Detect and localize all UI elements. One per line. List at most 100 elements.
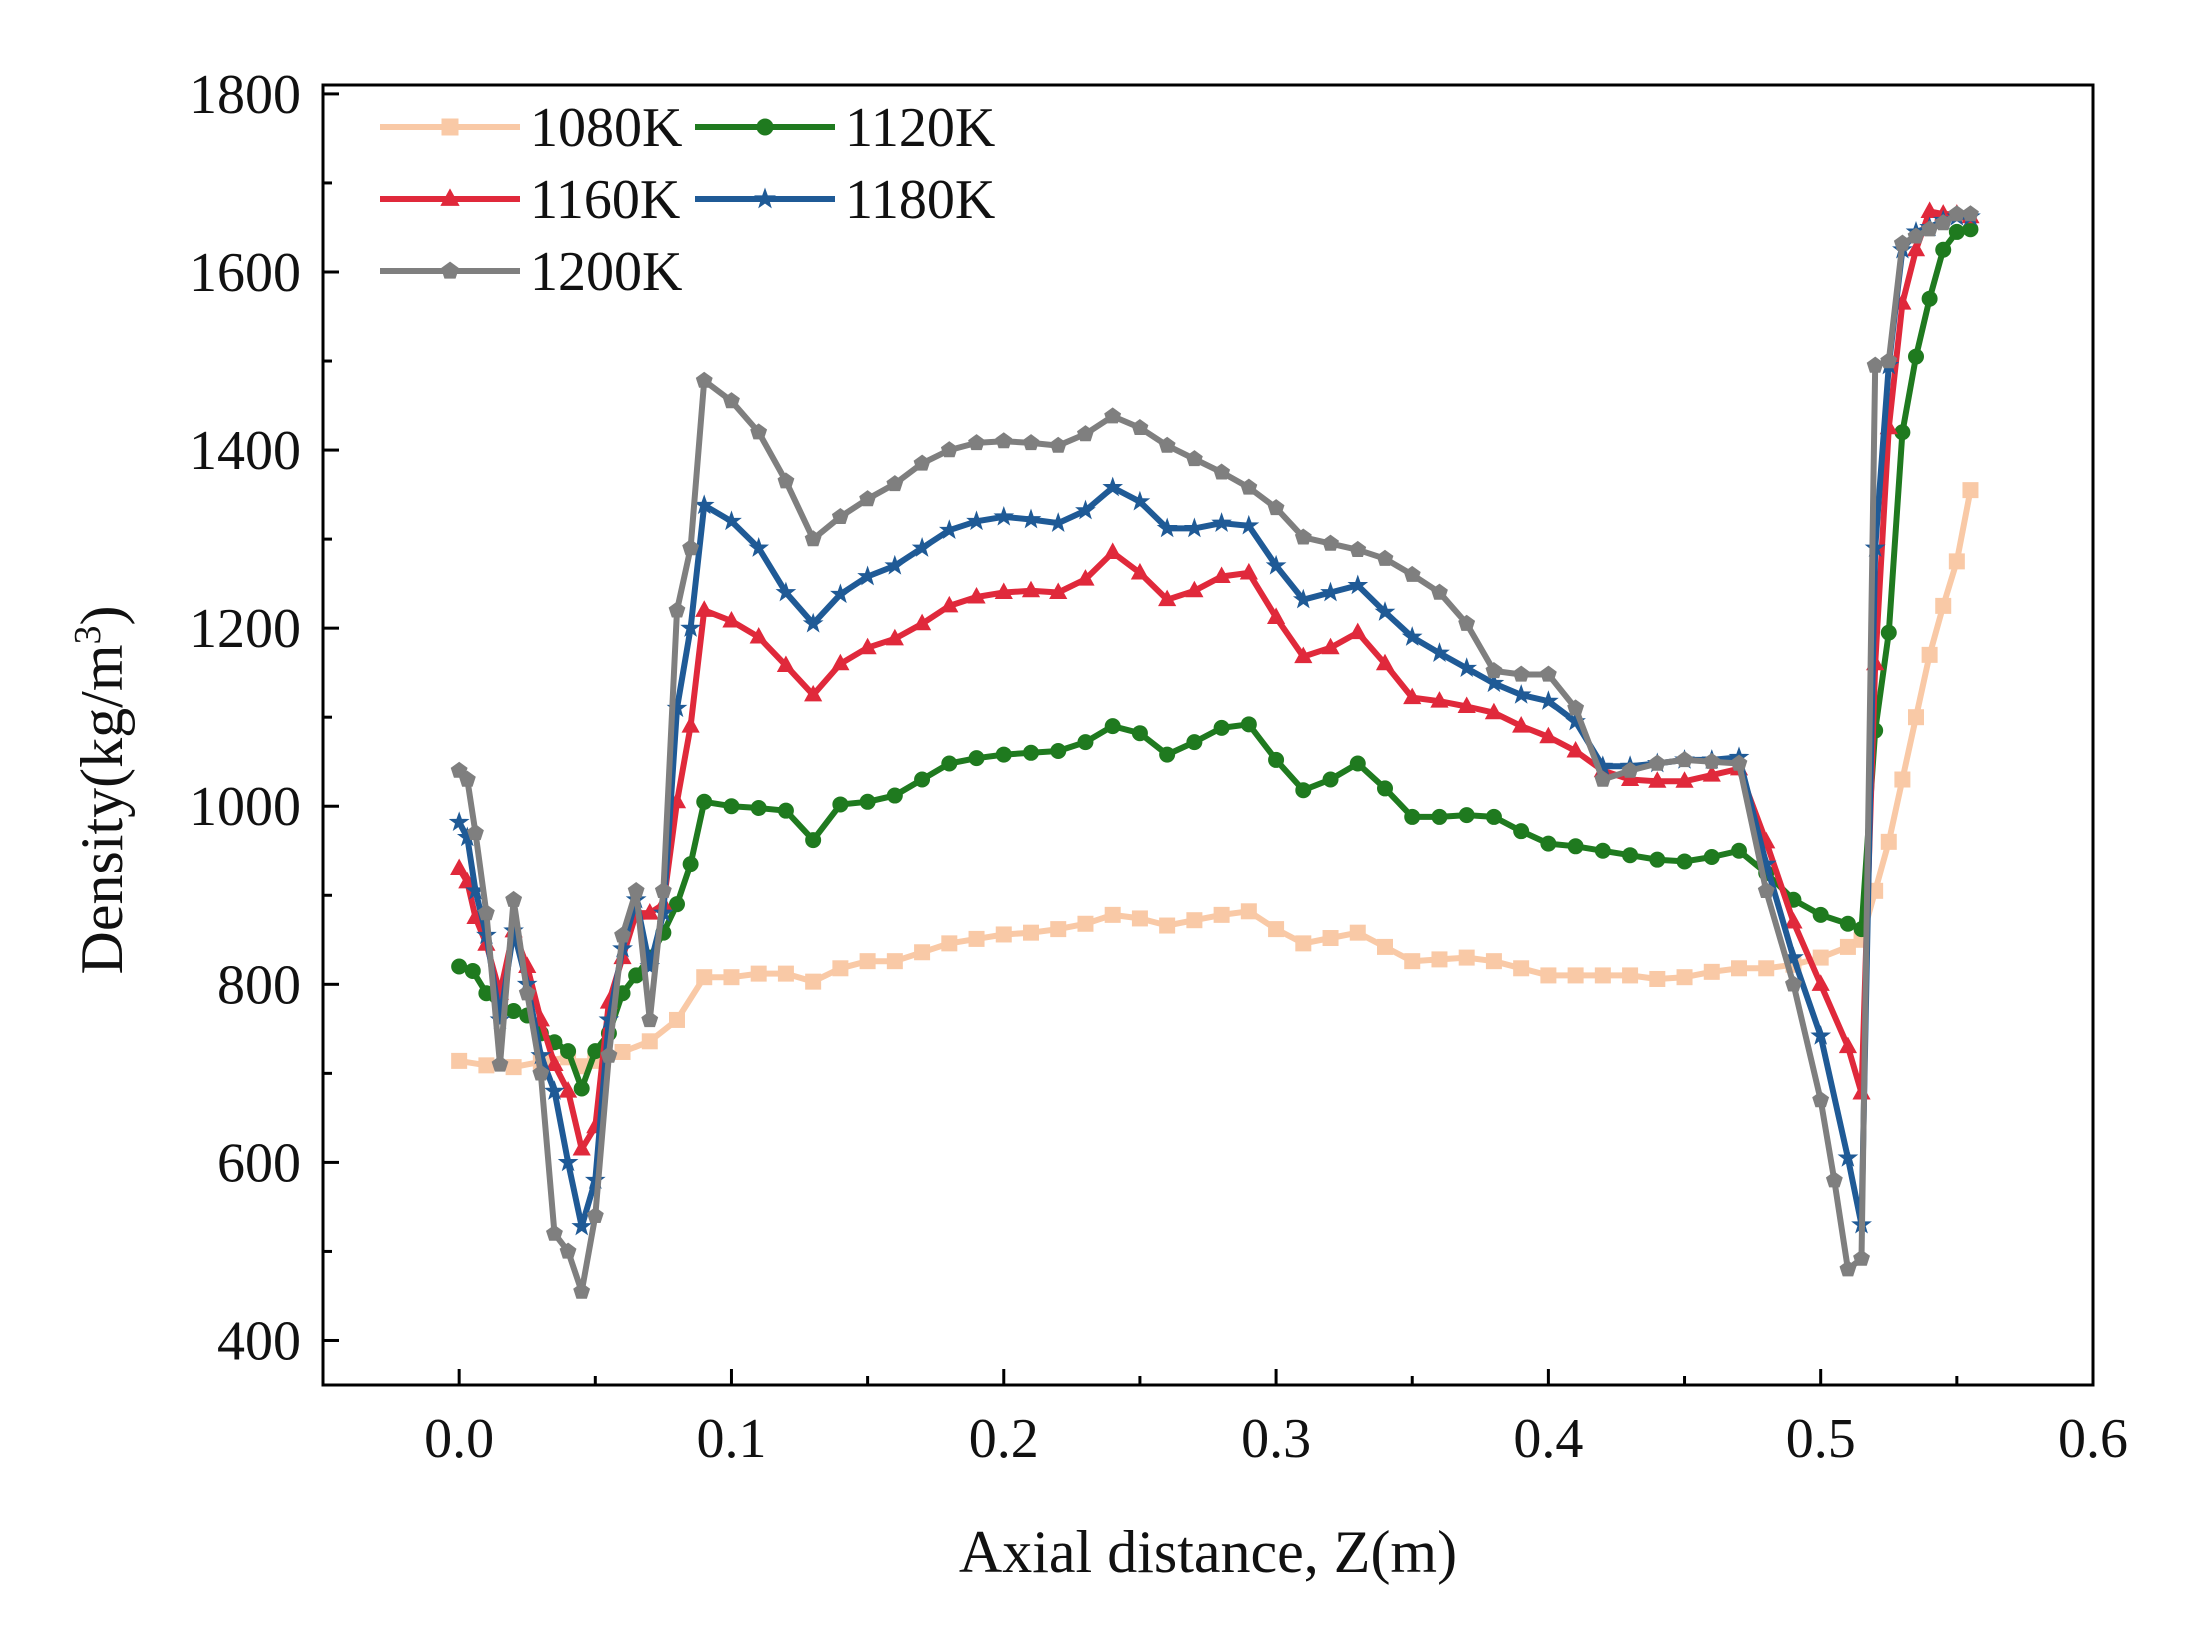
data-point-1180k [966, 510, 987, 531]
data-point-1120k [1485, 808, 1502, 825]
data-point-1080k [505, 1059, 522, 1076]
data-point-1080k [1213, 906, 1230, 923]
data-point-1200k [1880, 352, 1898, 369]
data-point-1200k [586, 1206, 604, 1223]
data-point-1200k [491, 1055, 509, 1072]
data-point-1160k [858, 637, 877, 655]
data-point-1200k [1539, 665, 1557, 682]
data-point-1080k [1962, 482, 1979, 499]
data-point-1080k [1186, 912, 1203, 929]
data-point-1080k [1908, 709, 1924, 726]
data-point-1080k [1295, 935, 1312, 952]
data-point-1120k [1731, 842, 1747, 859]
y-tick-label: 1000 [189, 776, 301, 838]
data-point-1180k [544, 1080, 565, 1100]
y-tick-label: 600 [217, 1132, 301, 1194]
legend-marker-1180k [754, 187, 776, 209]
data-point-1160k [1266, 607, 1286, 624]
data-point-1080k [859, 953, 876, 970]
legend: 1080K 1120K 1160K 1180K 1200K [380, 97, 995, 303]
data-point-1160k [1457, 696, 1476, 714]
data-point-1080k [832, 960, 849, 977]
y-axis-title-sup: 3 [67, 626, 109, 645]
data-point-1120k [573, 1080, 590, 1097]
data-point-1160k [1906, 239, 1926, 257]
series-1200k [450, 205, 1979, 1299]
data-point-1080k [1948, 553, 1965, 570]
data-point-1080k [1839, 938, 1856, 955]
series-line-1200k [456, 211, 1971, 1295]
data-point-1080k [669, 1011, 685, 1028]
data-point-1180k [1129, 490, 1151, 511]
data-point-1120k [1908, 348, 1924, 365]
data-point-1120k [1935, 241, 1952, 258]
y-axis: 400 600 800 1000 1200 1400 1600 1800 [189, 64, 339, 1372]
data-point-1200k [1825, 1171, 1843, 1188]
y-axis-title-close: ) [69, 606, 135, 626]
data-point-1120k [832, 796, 849, 813]
data-point-1120k [1880, 624, 1897, 641]
data-point-1180k [1837, 1147, 1859, 1167]
data-point-1200k [1458, 614, 1476, 631]
data-point-1080k [1077, 915, 1094, 932]
data-point-1080k [1758, 960, 1775, 977]
data-point-1160k [1348, 622, 1367, 640]
data-point-1080k [1703, 963, 1720, 980]
data-point-1200k [804, 530, 822, 547]
data-point-1160k [572, 1139, 591, 1156]
data-point-1160k [1212, 566, 1231, 584]
data-point-1200k [1648, 754, 1666, 771]
data-point-1180k [748, 537, 770, 557]
data-point-1120k [723, 798, 740, 815]
x-tick-label: 0.6 [2058, 1408, 2128, 1470]
data-point-1200k [1158, 436, 1176, 453]
data-point-1200k [1676, 751, 1693, 768]
data-point-1120k [1649, 851, 1666, 868]
data-point-1200k [573, 1282, 591, 1299]
data-point-1200k [1403, 565, 1421, 582]
y-axis-title-main: Density(kg/m [69, 645, 135, 975]
data-point-1080k [478, 1057, 495, 1074]
data-point-1200k [1907, 227, 1925, 244]
data-point-1160k [994, 582, 1013, 600]
data-point-1160k [885, 628, 904, 646]
data-point-1120k [669, 896, 685, 913]
data-point-1180k [1292, 588, 1314, 609]
data-point-1180k [1047, 512, 1069, 532]
data-point-1120k [1431, 808, 1448, 825]
data-point-1160k [640, 903, 659, 920]
data-point-1160k [1158, 589, 1177, 607]
data-point-1160k [804, 684, 823, 702]
data-point-1120k [1077, 734, 1094, 751]
y-tick-label: 1200 [189, 598, 301, 660]
data-point-1200k [1213, 463, 1231, 480]
x-tick-label: 0.0 [424, 1408, 494, 1470]
data-point-1200k [940, 441, 958, 458]
data-point-1200k [723, 392, 740, 409]
data-point-1160k [749, 627, 768, 644]
data-point-1160k [1702, 765, 1721, 782]
data-point-1200k [1921, 220, 1939, 237]
legend-item-1080k: 1080K [380, 97, 682, 159]
x-tick-label: 0.2 [969, 1408, 1039, 1470]
data-point-1200k [913, 454, 931, 471]
data-point-1120k [628, 967, 645, 984]
data-point-1120k [995, 746, 1012, 763]
data-point-1080k [750, 965, 767, 982]
legend-item-1160k: 1160K [380, 169, 680, 231]
data-point-1120k [1839, 915, 1856, 932]
data-point-1160k [1838, 1036, 1858, 1054]
data-point-1120k [777, 802, 794, 819]
data-point-1180k [1347, 574, 1369, 595]
y-tick-label: 1400 [189, 420, 301, 482]
data-point-1180k [1320, 581, 1341, 602]
data-point-1120k [1894, 424, 1911, 441]
data-point-1160k [1512, 716, 1531, 733]
data-point-1200k [1022, 434, 1040, 451]
data-point-1180k [1238, 514, 1260, 535]
data-point-1200k [682, 539, 700, 556]
data-point-1080k [1921, 646, 1938, 663]
data-point-1120k [464, 962, 481, 979]
data-point-1200k [518, 984, 536, 1001]
data-point-1080k [1159, 917, 1176, 934]
